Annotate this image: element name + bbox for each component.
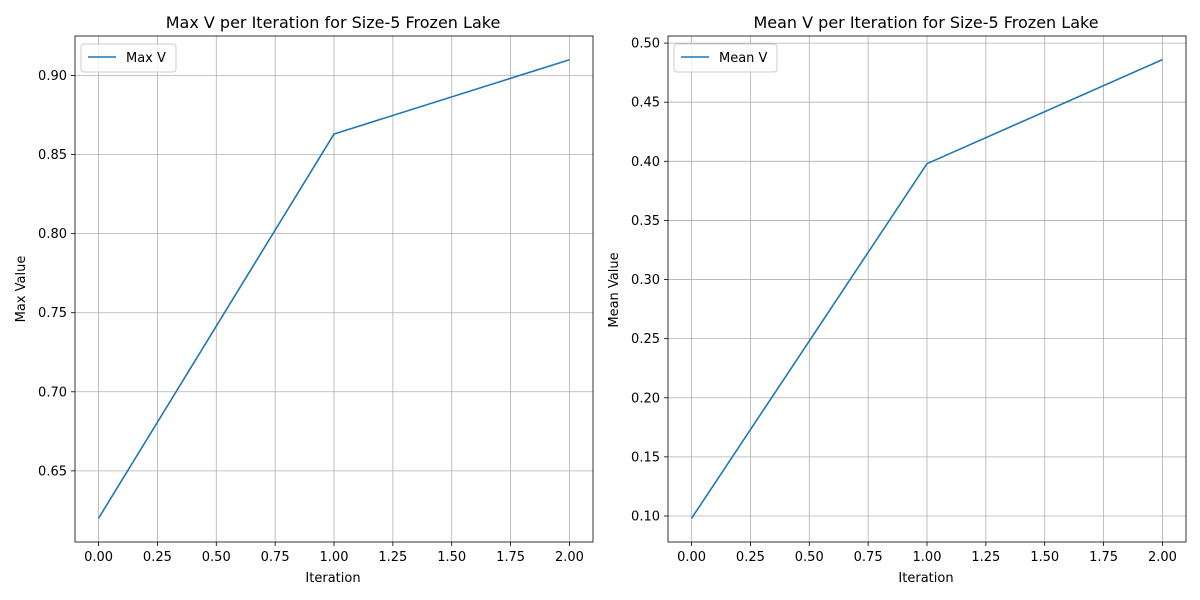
x-tick-label: 1.75 (1089, 550, 1118, 565)
y-axis-label: Max Value (14, 256, 29, 323)
x-tick-label: 1.50 (1030, 550, 1059, 565)
y-tick-label: 0.65 (38, 464, 67, 479)
series-line (97, 58, 570, 519)
x-tick-label: 1.50 (437, 550, 466, 565)
y-tick-label: 0.75 (38, 306, 67, 321)
y-tick-label: 0.70 (38, 385, 67, 400)
y-tick-label: 0.15 (631, 450, 660, 465)
x-tick-label: 2.00 (555, 550, 584, 565)
x-tick-label: 0.00 (84, 550, 113, 565)
x-tick-label: 1.25 (378, 550, 407, 565)
x-tick-label: 1.00 (320, 550, 349, 565)
grid (75, 36, 593, 542)
plot-frame (74, 35, 594, 543)
x-axis-label: Iteration (305, 571, 360, 586)
chart-title: Mean V per Iteration for Size-5 Frozen L… (753, 13, 1098, 32)
ticks: 0.00 0.25 0.50 0.75 1.00 1.25 1.50 1.75 2.00 0.10… (631, 37, 1177, 565)
max-v-chart: Max V per Iteration for Size-5 Frozen La… (14, 13, 594, 586)
y-tick-label: 0.10 (631, 509, 660, 524)
x-tick-label: 0.25 (736, 550, 765, 565)
x-axis-label: Iteration (898, 571, 953, 586)
x-tick-label: 0.50 (202, 550, 231, 565)
x-tick-label: 0.50 (795, 550, 824, 565)
y-tick-label: 0.25 (631, 332, 660, 347)
y-tick-label: 0.30 (631, 273, 660, 288)
y-tick-label: 0.40 (631, 155, 660, 170)
legend: Max V (80, 43, 177, 73)
y-tick-label: 0.80 (38, 227, 67, 242)
x-tick-label: 2.00 (1148, 550, 1177, 565)
legend-label: Max V (126, 51, 166, 66)
series (690, 58, 1163, 519)
x-tick-label: 0.75 (854, 550, 883, 565)
series (97, 58, 570, 519)
plot-frame (667, 35, 1187, 543)
grid (668, 36, 1186, 542)
y-axis-label: Mean Value (607, 252, 622, 327)
y-tick-label: 0.35 (631, 214, 660, 229)
x-tick-label: 0.00 (677, 550, 706, 565)
series-line (690, 58, 1163, 519)
x-tick-label: 0.75 (261, 550, 290, 565)
x-tick-label: 1.25 (971, 550, 1000, 565)
y-tick-label: 0.20 (631, 391, 660, 406)
mean-v-chart: Mean V per Iteration for Size-5 Frozen L… (607, 13, 1187, 586)
legend-box (80, 43, 177, 73)
ticks: 0.00 0.25 0.50 0.75 1.00 1.25 1.50 1.75 2.00 0.65… (38, 69, 584, 565)
legend: Mean V (673, 43, 778, 73)
x-tick-label: 1.00 (913, 550, 942, 565)
legend-box (673, 43, 778, 73)
chart-title: Max V per Iteration for Size-5 Frozen La… (166, 13, 501, 32)
y-tick-label: 0.50 (631, 37, 660, 52)
x-tick-label: 0.25 (143, 550, 172, 565)
legend-label: Mean V (719, 51, 768, 66)
x-tick-label: 1.75 (496, 550, 525, 565)
y-tick-label: 0.45 (631, 96, 660, 111)
y-tick-label: 0.85 (38, 148, 67, 163)
y-tick-label: 0.90 (38, 69, 67, 84)
